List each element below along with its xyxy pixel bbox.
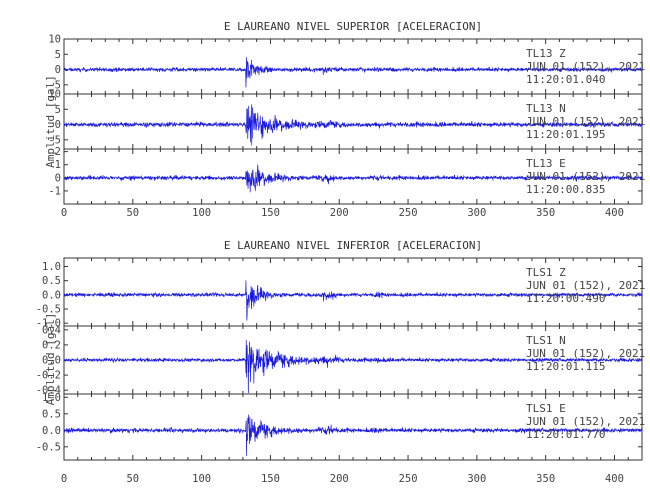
y-tick-label: 10 — [48, 34, 61, 46]
waveform-trace — [63, 104, 643, 146]
waveform-trace — [63, 57, 643, 88]
x-tick-label: 400 — [605, 473, 624, 485]
date-label: JUN 01 (152), 2021 — [526, 347, 645, 360]
y-tick-label: 0.4 — [42, 324, 61, 336]
y-tick-label: 5 — [55, 49, 61, 61]
chart-panel-1: E LAUREANO NIVEL SUPERIOR [ACELERACION] A… — [44, 20, 645, 219]
waveform-trace — [63, 164, 643, 193]
y-tick-label: 0.0 — [42, 355, 61, 367]
x-tick-label: 400 — [605, 207, 624, 219]
date-label: JUN 01 (152), 2021 — [526, 60, 645, 73]
station-label: TL13 N — [526, 102, 566, 115]
y-tick-label: 0.5 — [42, 275, 61, 287]
y-tick-label: 1.0 — [42, 392, 61, 404]
time-label: 11:20:01.195 — [526, 128, 605, 141]
y-axis-label: Amplitud [gal] — [44, 313, 57, 406]
y-tick-label: 0 — [55, 119, 61, 131]
y-tick-label: -5 — [48, 134, 61, 146]
station-label: TLS1 E — [526, 402, 566, 415]
station-label: TL13 E — [526, 157, 566, 170]
y-tick-label: 0 — [55, 64, 61, 76]
y-tick-label: 1 — [55, 159, 61, 171]
chart-title: E LAUREANO NIVEL INFERIOR [ACELERACION] — [224, 239, 482, 252]
x-tick-label: 250 — [399, 207, 418, 219]
x-tick-label: 100 — [192, 207, 211, 219]
time-label: 11:20:01.770 — [526, 428, 605, 441]
time-label: 11:20:00.490 — [526, 292, 605, 305]
chart-panel-2: E LAUREANO NIVEL INFERIOR [ACELERACION] A… — [36, 239, 646, 485]
x-tick-label: 50 — [126, 207, 139, 219]
y-tick-label: 0.2 — [42, 339, 61, 351]
x-tick-label: 100 — [192, 473, 211, 485]
y-tick-label: 0.5 — [42, 408, 61, 420]
y-tick-label: 10 — [48, 89, 61, 101]
y-tick-label: 0.0 — [42, 289, 61, 301]
x-tick-label: 0 — [61, 473, 67, 485]
station-label: TLS1 Z — [526, 266, 566, 279]
waveform-trace — [63, 280, 643, 321]
waveform-trace — [63, 414, 643, 456]
y-tick-label: 0 — [55, 172, 61, 184]
date-label: JUN 01 (152), 2021 — [526, 415, 645, 428]
x-tick-label: 300 — [467, 207, 486, 219]
x-tick-label: 50 — [126, 473, 139, 485]
x-tick-label: 150 — [261, 207, 280, 219]
y-tick-label: -0.5 — [36, 441, 61, 453]
time-label: 11:20:00.835 — [526, 183, 605, 196]
x-tick-label: 0 — [61, 207, 67, 219]
time-label: 11:20:01.040 — [526, 73, 605, 86]
chart-title: E LAUREANO NIVEL SUPERIOR [ACELERACION] — [224, 20, 482, 33]
x-tick-label: 200 — [330, 473, 349, 485]
y-tick-label: -0.5 — [36, 304, 61, 316]
y-tick-label: -1.0 — [36, 318, 61, 330]
y-tick-label: -1 — [48, 185, 61, 197]
date-label: JUN 01 (152), 2021 — [526, 115, 645, 128]
y-tick-label: 2 — [55, 146, 61, 158]
waveform-trace — [63, 339, 643, 394]
station-label: TL13 Z — [526, 47, 566, 60]
station-label: TLS1 N — [526, 334, 566, 347]
x-tick-label: 150 — [261, 473, 280, 485]
date-label: JUN 01 (152), 2021 — [526, 279, 645, 292]
time-label: 11:20:01.115 — [526, 360, 605, 373]
y-axis-label: Amplitud [gal] — [44, 75, 57, 168]
y-tick-label: -0.2 — [36, 370, 61, 382]
x-tick-label: 350 — [536, 473, 555, 485]
x-tick-label: 200 — [330, 207, 349, 219]
date-label: JUN 01 (152), 2021 — [526, 170, 645, 183]
x-tick-label: 250 — [399, 473, 418, 485]
y-tick-label: 0.0 — [42, 425, 61, 437]
y-tick-label: -0.4 — [36, 385, 61, 397]
y-tick-label: 5 — [55, 104, 61, 116]
x-tick-label: 300 — [467, 473, 486, 485]
y-tick-label: 1.0 — [42, 261, 61, 273]
y-tick-label: -5 — [48, 79, 61, 91]
x-tick-label: 350 — [536, 207, 555, 219]
